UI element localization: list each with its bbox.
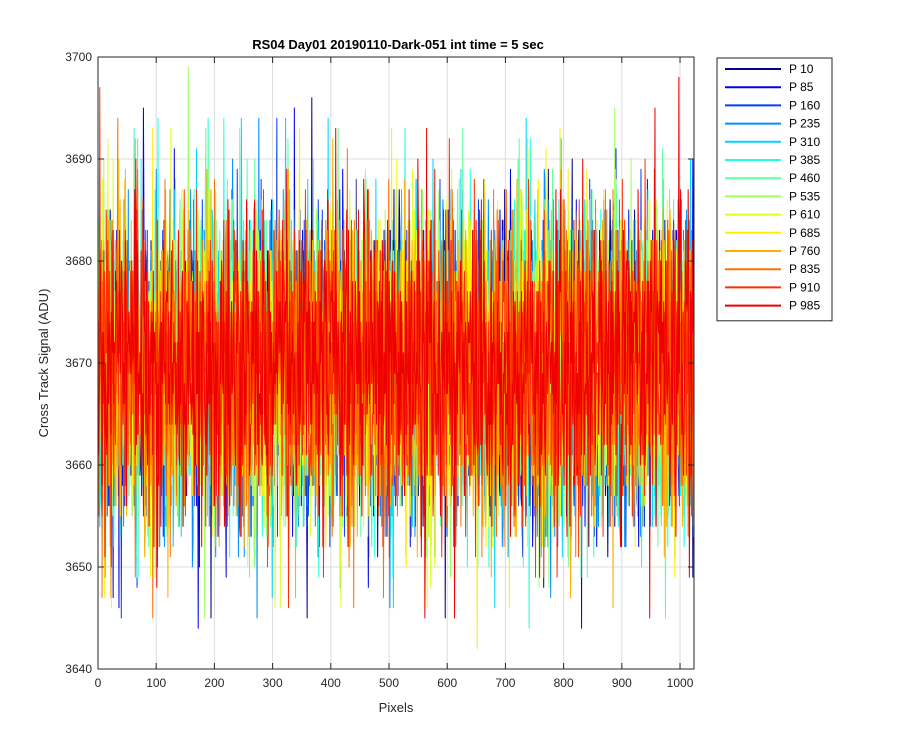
legend-label: P 610 (789, 208, 820, 222)
x-tick-label: 600 (437, 676, 457, 690)
legend: P 10 P 85 P 160 P 235 P 310 P 385 P 460 P 535 P … (716, 57, 833, 322)
y-tick-label: 3640 (65, 662, 92, 676)
legend-box (716, 57, 833, 322)
y-axis-label: Cross Track Signal (ADU) (36, 289, 51, 438)
x-tick-label: 100 (146, 676, 166, 690)
legend-label: P 685 (789, 226, 820, 240)
legend-label: P 235 (789, 117, 820, 131)
y-tick-label: 3690 (65, 152, 92, 166)
chart-title: RS04 Day01 20190110-Dark-051 int time = … (252, 37, 544, 52)
legend-label: P 910 (789, 280, 820, 294)
y-tick-label: 3660 (65, 458, 92, 472)
legend-label: P 985 (789, 299, 820, 313)
x-tick-label: 700 (495, 676, 515, 690)
x-tick-label: 200 (204, 676, 224, 690)
legend-label: P 535 (789, 189, 820, 203)
x-tick-label: 300 (263, 676, 283, 690)
legend-label: P 460 (789, 171, 820, 185)
x-tick-label: 0 (95, 676, 102, 690)
series-layer (97, 66, 695, 650)
legend-label: P 10 (789, 62, 814, 76)
y-tick-label: 3680 (65, 254, 92, 268)
x-tick-label: 800 (554, 676, 574, 690)
legend-label: P 835 (789, 262, 820, 276)
y-tick-label: 3650 (65, 560, 92, 574)
legend-label: P 760 (789, 244, 820, 258)
y-tick-label: 3670 (65, 356, 92, 370)
x-tick-label: 1000 (667, 676, 694, 690)
legend-label: P 385 (789, 153, 820, 167)
x-tick-label: 500 (379, 676, 399, 690)
legend-label: P 310 (789, 135, 820, 149)
x-tick-label: 900 (612, 676, 632, 690)
x-tick-label: 400 (321, 676, 341, 690)
x-axis-label: Pixels (379, 700, 414, 715)
axis-ticks: 0 100 200 300 400 500 600 700 800 900 1000 3640 3650… (65, 50, 694, 690)
y-tick-label: 3700 (65, 50, 92, 64)
legend-label: P 160 (789, 98, 820, 112)
legend-label: P 85 (789, 80, 814, 94)
series-line-p-985 (97, 76, 695, 619)
